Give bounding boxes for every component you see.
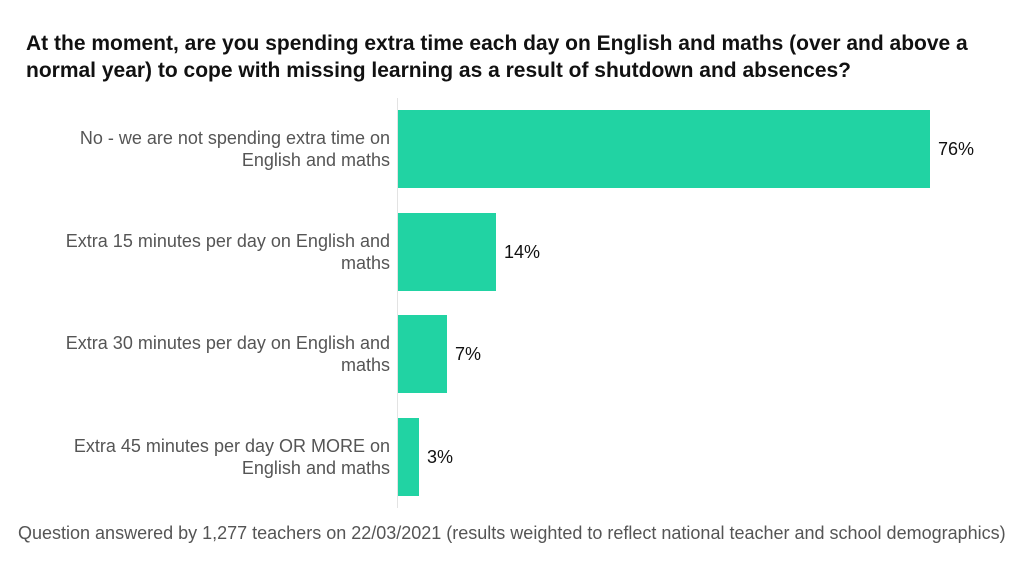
- chart-footnote: Question answered by 1,277 teachers on 2…: [18, 523, 1006, 543]
- category-label: Extra 45 minutes per day OR MORE on Engl…: [73, 435, 390, 478]
- bar: [398, 315, 447, 394]
- bar: [398, 417, 419, 496]
- value-label: 3%: [427, 446, 454, 467]
- value-label: 76%: [938, 139, 975, 159]
- category-label: No - we are not spending extra time on E…: [79, 128, 390, 170]
- value-label: 7%: [455, 344, 482, 365]
- bar: [398, 212, 496, 291]
- bar: [398, 110, 930, 188]
- value-label: 14%: [504, 241, 541, 262]
- category-label: Extra 15 minutes per day on English and …: [65, 230, 390, 273]
- category-label: Extra 30 minutes per day on English and …: [65, 333, 390, 376]
- category-axis-line: [397, 98, 398, 508]
- chart-title: At the moment, are you spending extra ti…: [26, 32, 968, 82]
